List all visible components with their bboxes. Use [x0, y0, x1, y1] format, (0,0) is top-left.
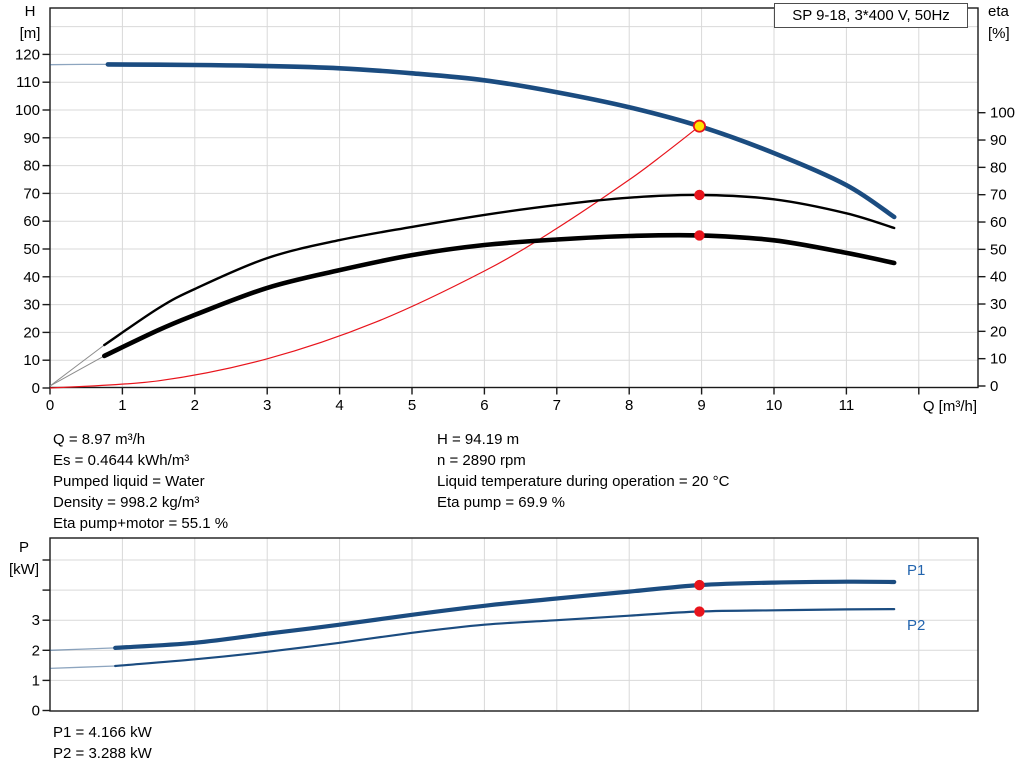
x-axis-tick-label: 10: [766, 397, 783, 414]
P2-curve: [114, 608, 896, 668]
pump-title-box: SP 9-18, 3*400 V, 50Hz: [774, 3, 968, 28]
right-axis-tick-label: 70: [990, 187, 1007, 204]
right-axis-tick-label: 10: [990, 351, 1007, 368]
left-axis-tick-label: 1: [32, 672, 40, 689]
series-label-p1: P1: [907, 562, 925, 579]
eta-pump-point-marker: [694, 189, 705, 201]
annotation-line: Pumped liquid = Water: [53, 473, 205, 490]
left-axis-tick-label: 90: [23, 130, 40, 147]
eta-pump-motor-point-marker: [694, 230, 705, 241]
right-axis-tick-label: 60: [990, 214, 1007, 231]
left-axis-tick-label: 40: [23, 269, 40, 286]
y-left-axis-title: H: [25, 3, 36, 20]
y-right-axis-title: [%]: [988, 25, 1010, 42]
right-axis-tick-label: 90: [990, 132, 1007, 149]
left-axis-tick-label: 110: [16, 74, 40, 91]
annotation-line: Eta pump+motor = 55.1 %: [53, 515, 229, 532]
p2-point-marker: [694, 606, 705, 617]
right-axis-tick-label: 40: [990, 269, 1007, 286]
left-axis-tick-label: 80: [23, 158, 40, 175]
left-axis-tick-label: 3: [32, 612, 40, 629]
right-axis-tick-label: 0: [990, 378, 998, 395]
left-axis-tick-label: 60: [23, 213, 40, 230]
left-axis-tick-label: 30: [23, 297, 40, 314]
p1-point-marker: [694, 579, 705, 591]
series-label-p2: P2: [907, 617, 925, 634]
annotation-line: Eta pump = 69.9 %: [437, 494, 565, 511]
x-axis-tick-label: 3: [263, 397, 271, 414]
annotation-line: Liquid temperature during operation = 20…: [437, 473, 730, 490]
right-axis-tick-label: 20: [990, 323, 1007, 340]
left-axis-tick-label: 0: [32, 703, 40, 720]
annotation-line: P1 = 4.166 kW: [53, 724, 152, 741]
y-left-axis-title: [m]: [20, 25, 41, 42]
left-axis-tick-label: 10: [23, 352, 40, 369]
gridlines: [50, 8, 978, 388]
annotation-line: P2 = 3.288 kW: [53, 745, 152, 762]
left-axis-tick-label: 70: [23, 185, 40, 202]
P1-curve: [113, 579, 897, 650]
x-axis-tick-label: 0: [46, 397, 54, 414]
plot-border: [49, 7, 979, 389]
right-axis-tick-label: 80: [990, 159, 1007, 176]
P1-curve-leadin: [49, 647, 116, 651]
markers: [694, 579, 705, 617]
duty-point-readout-left: Q = 8.97 m³/h Es = 0.4644 kWh/m³ Pumped …: [53, 429, 228, 534]
x-axis-tick-label: 2: [191, 397, 199, 414]
annotation-line: Q = 8.97 m³/h: [53, 431, 146, 448]
series: [49, 579, 897, 670]
head-curve-curve: [105, 62, 897, 220]
eta-pump-curve-leadin: [49, 344, 105, 387]
left-axis-tick-label: 2: [32, 642, 40, 659]
x-axis-tick-label: 8: [625, 397, 633, 414]
y-left-axis-title: P: [19, 539, 29, 556]
x-axis-tick-label: 11: [839, 397, 855, 414]
system-curve-curve: [49, 125, 700, 389]
right-axis-tick-label: 50: [990, 241, 1007, 258]
axis-ticks: [42, 53, 986, 395]
duty-point-readout-right: H = 94.19 m n = 2890 rpm Liquid temperat…: [437, 429, 729, 513]
x-axis-tick-label: 9: [697, 397, 705, 414]
left-axis-tick-label: 100: [15, 102, 40, 119]
y-right-axis-title: eta: [988, 3, 1010, 20]
eta-pump-motor-curve: [102, 232, 897, 359]
power-chart: 0 1 2 3 P [kW] P1 P2: [9, 537, 979, 720]
eta-pump-curve: [103, 193, 896, 347]
annotation-line: Es = 0.4644 kWh/m³: [53, 452, 190, 469]
gridlines: [50, 538, 978, 711]
right-axis-tick-label: 100: [990, 105, 1015, 122]
left-axis-tick-label: 120: [15, 46, 40, 63]
x-axis-tick-label: 5: [408, 397, 416, 414]
markers: [692, 119, 706, 241]
operating-point-marker: [692, 119, 706, 133]
eta-pump-motor-curve-leadin: [49, 355, 105, 387]
x-axis-tick-label: 6: [480, 397, 488, 414]
axis-tick-labels: 0 1 2 3 P [kW]: [9, 539, 40, 720]
x-axis-tick-label: 1: [118, 397, 126, 414]
y-left-axis-title: [kW]: [9, 561, 39, 578]
x-axis-tick-label: 7: [553, 397, 561, 414]
P2-curve-leadin: [49, 665, 116, 670]
x-axis-title: Q [m³/h]: [923, 398, 977, 415]
x-axis-tick-label: 4: [335, 397, 343, 414]
power-readout: P1 = 4.166 kW P2 = 3.288 kW: [53, 722, 152, 764]
left-axis-tick-label: 50: [23, 241, 40, 258]
pump-title: SP 9-18, 3*400 V, 50Hz: [792, 7, 950, 24]
annotation-line: n = 2890 rpm: [437, 452, 526, 469]
plot-border: [49, 537, 979, 712]
right-axis-tick-label: 30: [990, 296, 1007, 313]
annotation-line: H = 94.19 m: [437, 431, 520, 448]
axis-ticks: [42, 559, 50, 712]
left-axis-tick-label: 20: [23, 324, 40, 341]
hq-eta-chart: 0102030405060708090100110120010203040506…: [15, 3, 1015, 415]
left-axis-tick-label: 0: [32, 380, 40, 397]
axis-tick-labels: 0102030405060708090100110120010203040506…: [15, 3, 1015, 415]
series: [49, 62, 897, 389]
annotation-line: Density = 998.2 kg/m³: [53, 494, 200, 511]
